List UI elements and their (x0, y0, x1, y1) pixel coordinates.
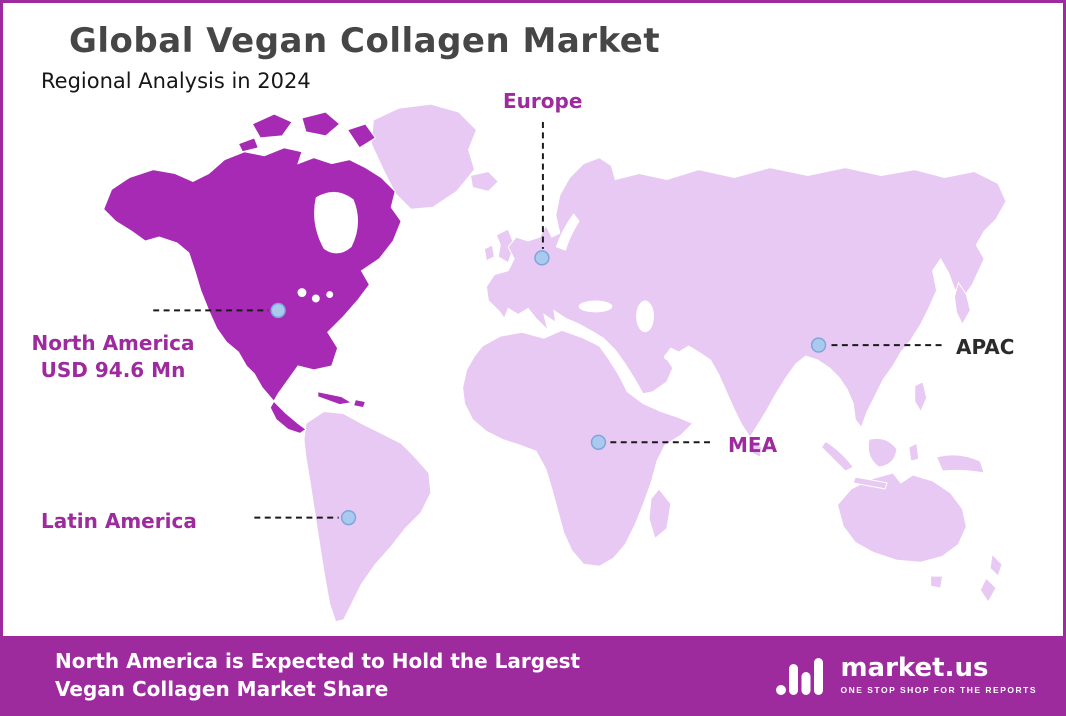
region-label-mea: MEA (728, 433, 778, 457)
persian-gulf (663, 353, 680, 361)
australia-landmass (836, 472, 967, 563)
philippines-islands (914, 381, 928, 413)
south-america-landmass (303, 411, 432, 623)
page-subtitle: Regional Analysis in 2024 (41, 69, 311, 93)
eurasia-landmass (485, 157, 1007, 439)
footer-headline: North America is Expected to Hold the La… (55, 647, 580, 703)
new-zealand-north (989, 553, 1003, 578)
sulawesi-island (908, 442, 920, 462)
region-label-north-america: North America USD 94.6 Mn (15, 330, 211, 384)
north-america-marker (270, 302, 286, 319)
new-guinea-island (935, 454, 985, 474)
arctic-island-2 (301, 111, 341, 137)
north-america-landmass (103, 147, 402, 434)
black-sea (578, 300, 613, 313)
iceland-landmass (469, 171, 499, 192)
footer-bar: North America is Expected to Hold the La… (3, 636, 1063, 713)
cuba-island (317, 391, 353, 406)
hispaniola-island (352, 399, 367, 409)
arctic-island-1 (251, 113, 293, 139)
caspian-sea (636, 300, 654, 333)
brand-name: market.us (840, 652, 989, 683)
mea-marker (590, 434, 607, 450)
uk-landmass (495, 228, 515, 264)
borneo-island (867, 437, 898, 468)
latin-america-marker (340, 509, 357, 526)
europe-marker (534, 250, 550, 266)
region-label-europe: Europe (503, 89, 583, 113)
madagascar-landmass (648, 488, 672, 540)
ireland-landmass (483, 244, 495, 262)
region-value-north-america: USD 94.6 Mn (40, 358, 186, 382)
sumatra-island (820, 440, 855, 472)
hudson-bay (314, 191, 359, 254)
region-label-latin-america: Latin America (41, 509, 197, 533)
great-lake-1 (297, 288, 307, 298)
baltic-sea (555, 213, 580, 251)
region-name-north-america: North America (31, 331, 195, 355)
arctic-island-4 (237, 137, 259, 153)
new-zealand-south (979, 577, 997, 603)
page-title: Global Vegan Collagen Market (69, 21, 661, 61)
sri-lanka-island (751, 442, 763, 458)
java-island (852, 476, 888, 490)
brand-text: market.us ONE STOP SHOP FOR THE REPORTS (840, 655, 1037, 695)
world-map (103, 103, 1007, 623)
region-label-apac: APAC (956, 335, 1015, 359)
apac-marker (810, 337, 827, 353)
brand-logo: market.us ONE STOP SHOP FOR THE REPORTS (774, 652, 1037, 698)
africa-landmass (462, 329, 694, 567)
japan-islands (953, 281, 971, 326)
footer-headline-line1: North America is Expected to Hold the La… (55, 648, 581, 673)
tasmania-landmass (930, 575, 944, 589)
market-us-logo-icon (776, 657, 824, 695)
arctic-island-3 (346, 123, 377, 149)
brand-tagline: ONE STOP SHOP FOR THE REPORTS (840, 684, 1037, 695)
great-lake-3 (326, 291, 334, 299)
great-lake-2 (311, 294, 320, 303)
greenland-landmass (370, 103, 478, 210)
footer-headline-line2: Vegan Collagen Market Share (55, 676, 389, 701)
